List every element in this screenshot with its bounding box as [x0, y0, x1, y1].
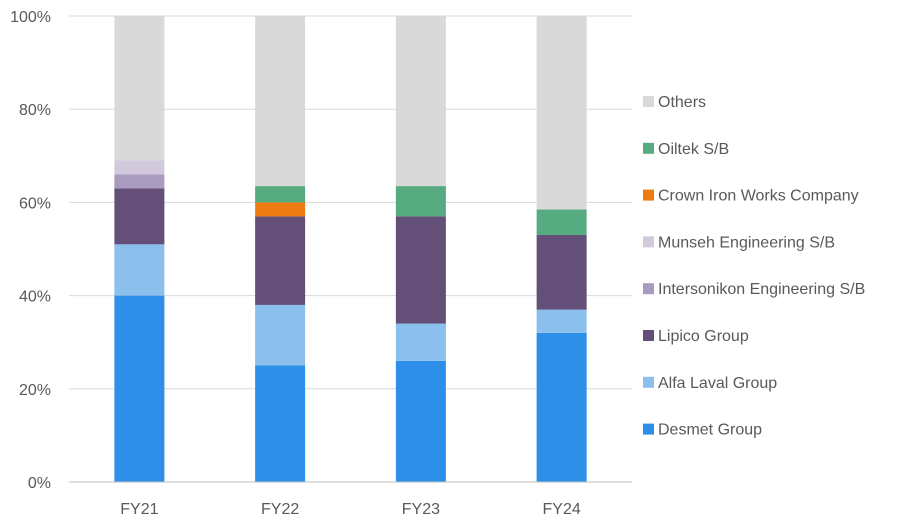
legend-swatch — [643, 189, 654, 201]
legend-swatch — [643, 236, 654, 248]
bar-segment — [536, 209, 587, 236]
bar-segment — [114, 174, 165, 189]
legend-label: Oiltek S/B — [658, 141, 729, 158]
bar-segment — [536, 16, 587, 210]
legend-swatch — [643, 330, 654, 341]
legend-label: Others — [658, 94, 706, 111]
bar-segment — [536, 235, 587, 310]
axes: 0% 20% 40% 60% 80% 100% FY21 FY22 FY23 FY24 — [10, 9, 632, 518]
legend: Others Oiltek S/B Crown Iron Works Company… — [643, 94, 865, 439]
x-tick-label: FY22 — [261, 501, 299, 518]
x-tick-label: FY23 — [402, 501, 440, 518]
bar-segment — [395, 360, 446, 482]
legend-swatch — [643, 423, 654, 435]
legend-label: Crown Iron Works Company — [658, 188, 859, 205]
legend-swatch — [643, 142, 654, 154]
legend-label: Intersonikon Engineering S/B — [658, 281, 865, 298]
bar-segment — [255, 365, 306, 482]
x-tick-label: FY24 — [543, 501, 581, 518]
bar-segment — [255, 216, 306, 305]
legend-label: Alfa Laval Group — [658, 375, 777, 392]
bar-segment — [395, 16, 446, 187]
legend-item: Munseh Engineering S/B — [643, 234, 835, 251]
bars — [114, 16, 587, 482]
legend-label: Munseh Engineering S/B — [658, 234, 835, 251]
legend-item: Crown Iron Works Company — [643, 188, 859, 205]
x-tick-label: FY21 — [120, 501, 158, 518]
y-tick-label: 40% — [19, 289, 51, 306]
bar-segment — [114, 188, 165, 245]
y-tick-label: 60% — [19, 195, 51, 212]
legend-swatch — [643, 283, 654, 295]
bar-segment — [395, 216, 446, 324]
bar-segment — [255, 16, 306, 187]
legend-item: Oiltek S/B — [643, 141, 729, 158]
bar-segment — [255, 202, 306, 217]
bar-segment — [536, 332, 587, 482]
bar-segment — [114, 16, 165, 161]
legend-label: Lipico Group — [658, 328, 749, 345]
bar-segment — [114, 295, 165, 482]
legend-item: Intersonikon Engineering S/B — [643, 281, 865, 298]
y-tick-label: 20% — [19, 382, 51, 399]
legend-item: Others — [643, 94, 706, 111]
bar-segment — [395, 323, 446, 361]
bar-segment — [255, 304, 306, 366]
legend-swatch — [643, 376, 654, 388]
legend-item: Desmet Group — [643, 422, 762, 439]
bar-segment — [114, 160, 165, 175]
bar-segment — [255, 186, 306, 203]
bar-segment — [536, 309, 587, 333]
y-tick-label: 0% — [28, 475, 51, 492]
legend-item: Alfa Laval Group — [643, 375, 777, 392]
legend-swatch — [643, 96, 654, 107]
legend-label: Desmet Group — [658, 422, 762, 439]
legend-item: Lipico Group — [643, 328, 749, 345]
bar-segment — [395, 186, 446, 217]
bar-segment — [114, 244, 165, 296]
y-tick-label: 80% — [19, 102, 51, 119]
y-tick-label: 100% — [10, 9, 51, 26]
